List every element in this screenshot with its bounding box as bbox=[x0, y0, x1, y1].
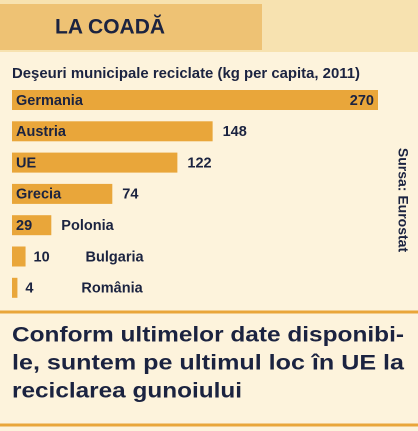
value-label: 4 bbox=[25, 281, 33, 297]
caption-line: reciclarea gunoiului bbox=[12, 380, 242, 403]
category-label: Bulgaria bbox=[86, 249, 145, 265]
source: Sursa: Eurostat bbox=[395, 148, 411, 253]
caption-line: le, suntem pe ultimul loc în UE la bbox=[12, 352, 404, 375]
bar bbox=[12, 215, 52, 236]
bar bbox=[12, 90, 378, 110]
value-label: 74 bbox=[122, 187, 138, 203]
bar bbox=[12, 183, 113, 204]
bar bbox=[12, 277, 18, 298]
caption-line: Conform ultimelor date disponibi- bbox=[12, 324, 404, 347]
value-label: 270 bbox=[350, 93, 374, 109]
category-label: România bbox=[81, 281, 143, 297]
category-label: Polonia bbox=[61, 218, 114, 234]
chart-title: Deşeuri municipale reciclate (kg per cap… bbox=[12, 66, 360, 82]
value-label: 29 bbox=[16, 218, 32, 234]
category-label: Germania bbox=[16, 93, 84, 109]
bar bbox=[12, 152, 178, 173]
category-label: UE bbox=[16, 155, 36, 171]
value-label: 122 bbox=[187, 155, 211, 171]
bar bbox=[12, 246, 26, 267]
category-label: Grecia bbox=[16, 187, 62, 203]
header-tab bbox=[0, 4, 262, 50]
bar bbox=[12, 121, 213, 142]
header: LA COADĂ bbox=[55, 16, 165, 39]
value-label: 148 bbox=[223, 124, 247, 140]
category-label: Austria bbox=[16, 124, 67, 140]
value-label: 10 bbox=[34, 249, 50, 265]
